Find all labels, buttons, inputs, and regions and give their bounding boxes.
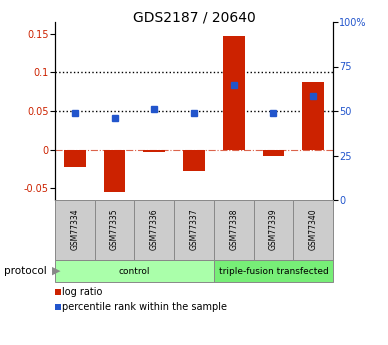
Text: GSM77335: GSM77335	[110, 208, 119, 250]
Bar	[293, 200, 333, 260]
Bar	[95, 200, 134, 260]
Bar	[263, 150, 284, 156]
Text: GSM77339: GSM77339	[269, 208, 278, 250]
Bar	[302, 81, 324, 150]
Text: triple-fusion transfected: triple-fusion transfected	[218, 266, 328, 276]
Text: control: control	[119, 266, 150, 276]
Bar	[64, 150, 86, 167]
Text: GSM77338: GSM77338	[229, 208, 238, 249]
Bar	[223, 36, 245, 150]
Text: GSM77336: GSM77336	[150, 208, 159, 250]
Text: percentile rank within the sample: percentile rank within the sample	[62, 302, 227, 312]
Bar	[55, 260, 214, 282]
Text: log ratio: log ratio	[62, 287, 102, 297]
Text: GSM77340: GSM77340	[308, 208, 318, 250]
Bar	[214, 200, 254, 260]
Text: ▶: ▶	[52, 266, 61, 276]
Bar	[143, 150, 165, 152]
Bar	[183, 150, 205, 171]
Bar	[174, 200, 214, 260]
Text: protocol: protocol	[4, 266, 47, 276]
Text: GSM77334: GSM77334	[70, 208, 80, 250]
Bar	[214, 260, 333, 282]
Bar	[104, 150, 125, 192]
Text: GDS2187 / 20640: GDS2187 / 20640	[133, 10, 255, 24]
Text: GSM77337: GSM77337	[189, 208, 199, 250]
Bar	[55, 200, 95, 260]
Bar	[254, 200, 293, 260]
Bar	[134, 200, 174, 260]
